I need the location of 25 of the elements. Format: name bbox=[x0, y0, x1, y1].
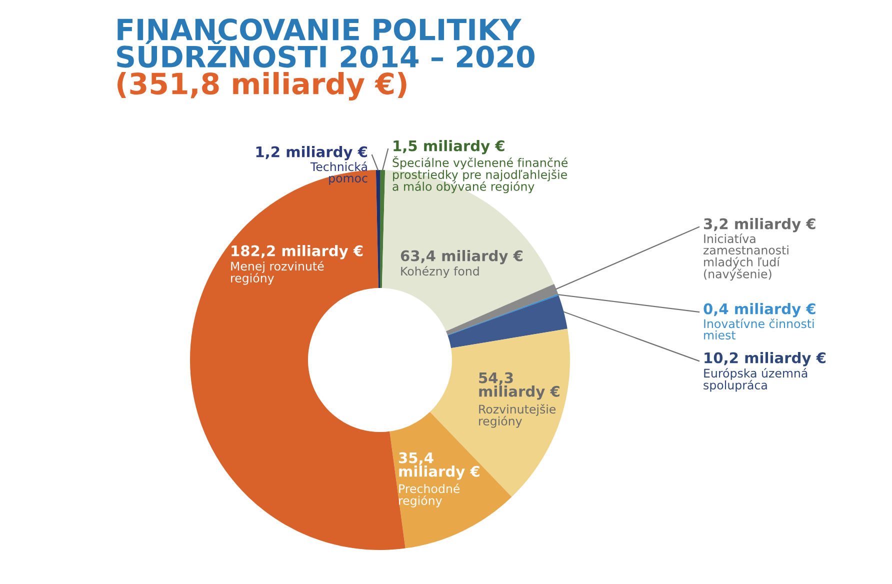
slice-label: Kohézny fond bbox=[401, 266, 479, 278]
donut-slice bbox=[448, 295, 568, 348]
donut-slice bbox=[448, 294, 559, 336]
slice-label: Rozvinutejšie regióny bbox=[479, 404, 556, 428]
slice-label: Iniciatíva zamestnanosti mladých ľudí (navýšenie) bbox=[704, 234, 788, 281]
donut-slice bbox=[446, 284, 558, 336]
data-label: 3,2 miliardy € bbox=[704, 218, 816, 232]
data-label: 63,4 miliardy € bbox=[400, 250, 522, 264]
data-label: 10,2 miliardy € bbox=[704, 352, 826, 366]
data-label: 1,2 miliardy € bbox=[256, 146, 368, 160]
data-label: 35,4 miliardy € bbox=[398, 452, 480, 480]
donut-slice bbox=[380, 170, 386, 288]
chart-title: FINANCOVANIE POLITIKY SÚDRŽNOSTI 2014 – 2020 bbox=[117, 18, 534, 68]
data-label: 0,4 miliardy € bbox=[704, 303, 816, 318]
slice-label: Technická pomoc bbox=[310, 162, 368, 185]
donut-slice bbox=[376, 170, 380, 288]
slice-label: Inovatívne činnosti miest bbox=[704, 318, 814, 340]
data-label: 182,2 miliardy € bbox=[232, 245, 363, 260]
slice-label: Špeciálne vyčlenené finančné prostriedky pre najodľahlejšie a málo obývané regióny bbox=[392, 156, 568, 194]
slice-label: Prechodné regióny bbox=[399, 484, 460, 508]
slice-label: Menej rozvinuté regióny bbox=[231, 261, 324, 285]
data-label: 1,5 miliardy € bbox=[394, 140, 504, 154]
chart-subtitle: (351,8 miliardy €) bbox=[118, 72, 406, 100]
data-label: 54,3 miliardy € bbox=[479, 372, 560, 400]
slice-label: Európska územná spolupráca bbox=[704, 368, 808, 392]
